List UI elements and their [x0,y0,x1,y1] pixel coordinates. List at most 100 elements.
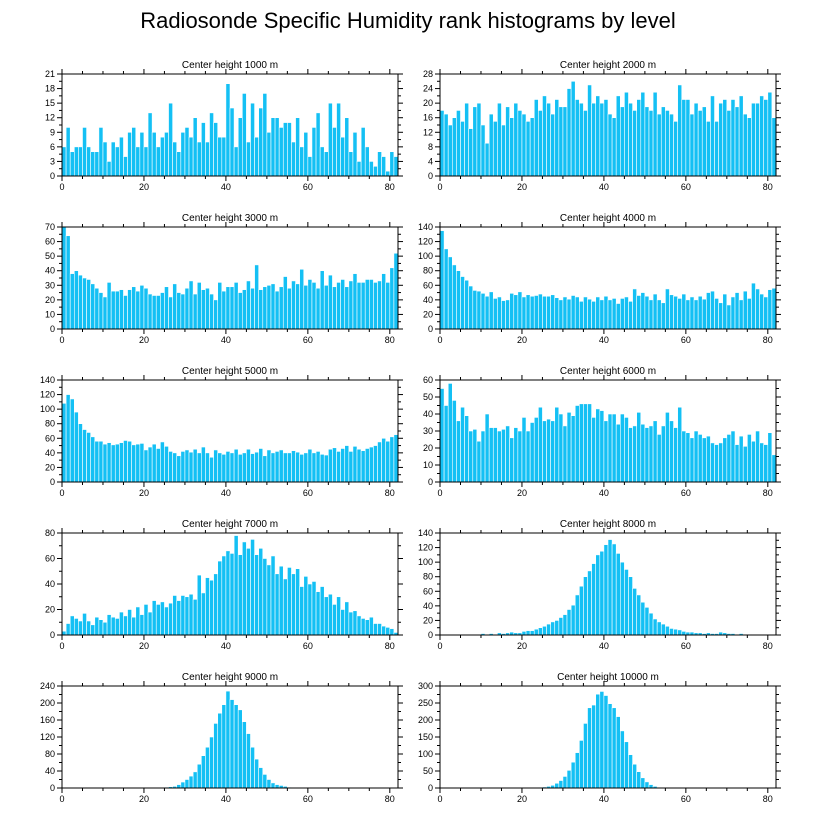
histogram-bar [529,117,535,177]
histogram-bar [611,117,617,177]
histogram-bar [624,417,629,483]
x-tick-label: 60 [681,182,691,192]
histogram-bar [640,601,646,636]
histogram-bar [566,411,572,483]
histogram-bar [246,141,251,177]
histogram-bar [464,415,469,483]
y-tick-label: 0 [428,324,433,334]
x-tick-label: 60 [303,182,313,192]
x-tick-label: 40 [221,182,231,192]
histogram-bar [562,425,568,483]
histogram-bar [570,604,576,636]
histogram-bar [123,156,128,177]
histogram-bar [751,440,756,483]
histogram-bar [583,403,588,483]
histogram-bar [673,427,678,483]
histogram-bar [369,279,374,330]
histogram-bar [505,425,510,483]
histogram-bar [86,279,91,330]
histogram-bar [221,704,227,789]
histogram-bar [139,614,145,636]
y-tick-label: 18 [45,84,55,94]
histogram-bar [344,286,350,330]
histogram-bar [225,690,231,789]
histogram-bar [644,295,650,330]
histogram-bar [619,106,625,177]
histogram-bar [201,592,206,636]
histogram-bar [336,282,341,330]
histogram-bar [603,544,609,636]
histogram-bar [574,405,580,483]
histogram-bar [127,289,132,330]
histogram-bar [123,295,128,330]
histogram-panel-8: Center height 8000 m 0 20 40 60 80 0 20 40 60 80 10… [418,519,781,651]
histogram-bar [759,293,765,330]
histogram-bar [439,388,445,483]
histogram-bar [278,286,284,330]
histogram-bar [738,299,744,330]
histogram-bar [456,270,461,330]
histogram-bar [217,560,223,636]
histogram-bar [521,113,527,177]
histogram-bar [460,406,465,483]
histogram-bar [579,740,584,789]
histogram-bar [443,405,449,483]
y-tick-label: 6 [50,142,55,152]
histogram-bar [143,449,149,483]
histogram-bar [636,295,642,330]
histogram-bar [233,704,239,789]
histogram-bar [168,602,173,636]
y-tick-label: 80 [45,419,55,429]
histogram-bar [554,782,560,789]
histogram-bar [225,550,231,636]
histogram-bar [295,283,300,330]
histogram-bar [102,621,108,636]
y-tick-label: 240 [40,681,55,691]
histogram-bar [241,721,247,789]
x-tick-label: 40 [599,794,609,804]
histogram-bar [258,107,264,177]
histogram-bar [262,455,268,483]
histogram-bar [135,606,141,636]
histogram-bar [323,284,329,330]
histogram-bar [303,284,309,330]
histogram-bar [229,699,235,789]
histogram-bar [665,288,670,330]
histogram-bar [443,248,449,330]
histogram-bar [497,430,502,483]
x-tick-label: 0 [437,182,442,192]
histogram-bar [254,554,259,636]
y-tick-label: 60 [423,586,433,596]
histogram-bar [233,282,239,330]
histogram-bar [525,430,531,483]
histogram-bar [611,413,617,483]
histogram-bar [250,746,255,789]
histogram-bar [360,127,366,177]
histogram-bar [525,294,531,330]
histogram-bar [615,423,621,483]
y-tick-label: 12 [45,113,55,123]
histogram-bar [603,420,609,483]
histogram-bar [102,443,108,483]
histogram-bar [742,445,748,483]
histogram-bar [488,113,494,177]
histogram-bar [451,117,457,177]
histogram-bar [562,614,568,636]
y-tick-label: 40 [423,409,433,419]
histogram-bar [669,113,674,177]
histogram-bar [644,781,650,789]
y-tick-label: 70 [45,222,55,232]
histogram-bar [176,151,182,177]
histogram-bar [274,451,280,483]
histogram-bar [299,586,305,636]
histogram-bar [373,165,378,177]
histogram-bar [574,594,580,636]
histogram-panel-6: Center height 6000 m 0 20 40 60 80 0 10 20 30 40 50… [423,366,781,498]
panel-title: Center height 9000 m [182,672,278,683]
histogram-bar [718,102,724,177]
histogram-bar [94,287,100,330]
histogram-bar [558,413,564,483]
histogram-bar [681,631,687,636]
histogram-bar [628,427,633,483]
histogram-bar [665,411,670,483]
